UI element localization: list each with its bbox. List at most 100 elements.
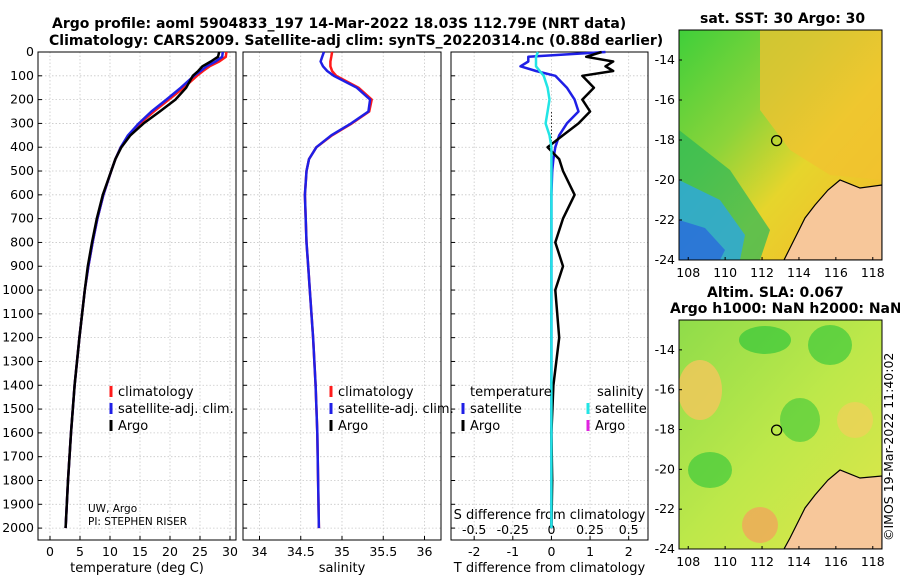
plot-frame xyxy=(450,51,649,541)
series-line-temperature-argo xyxy=(546,50,615,529)
sla-blob xyxy=(739,326,791,354)
top-tick-label: 0.5 xyxy=(619,522,639,537)
map-y-tick-label: -20 xyxy=(655,461,675,476)
x-tick-label: -2 xyxy=(468,544,480,559)
x-tick-label: 25 xyxy=(192,544,208,559)
y-tick-label: 1300 xyxy=(2,353,34,368)
sla-map-title: Altim. SLA: 0.067 xyxy=(707,285,844,301)
sst-map-title: sat. SST: 30 Argo: 30 xyxy=(700,11,865,27)
legend-label-argo: Argo xyxy=(118,419,148,434)
top-tick-label: -0.5 xyxy=(462,522,486,537)
salinity-legend: climatology satellite-adj. clim. Argo xyxy=(329,385,454,434)
map-x-tick-label: 114 xyxy=(787,554,811,569)
credit-line-1: UW, Argo xyxy=(88,503,137,515)
x-tick-label: 15 xyxy=(132,544,148,559)
series-line-salinity-satellite xyxy=(534,51,553,529)
sla-blob xyxy=(679,360,722,420)
map-x-tick-label: 112 xyxy=(750,554,774,569)
top-axis-label: S difference from climatology xyxy=(454,508,646,523)
y-tick-label: 300 xyxy=(10,115,34,130)
x-tick-label: 35.5 xyxy=(369,544,397,559)
legend-label-s-argo: Argo xyxy=(595,419,625,434)
y-tick-label: 2000 xyxy=(2,520,34,535)
map-x-tick-label: 118 xyxy=(861,265,885,280)
sla-blob xyxy=(808,325,852,365)
sla-blob xyxy=(688,452,732,488)
legend-label-t-argo: Argo xyxy=(470,419,500,434)
map-y-tick-label: -24 xyxy=(655,541,675,556)
map-y-tick-label: -20 xyxy=(655,172,675,187)
x-tick-label: 5 xyxy=(76,544,84,559)
sla-map-frame xyxy=(678,319,883,550)
map-x-tick-label: 108 xyxy=(676,554,700,569)
x-tick-label: 0 xyxy=(46,544,54,559)
legend-title-temperature: temperature xyxy=(470,385,552,400)
x-tick-label: 34.5 xyxy=(287,544,315,559)
sst-land xyxy=(783,179,882,260)
series-line-argo xyxy=(64,51,221,529)
x-tick-label: 35 xyxy=(334,544,350,559)
sst-argo-marker xyxy=(770,134,783,147)
y-tick-label: 500 xyxy=(10,163,34,178)
y-tick-label: 200 xyxy=(10,92,34,107)
y-tick-label: 1100 xyxy=(2,306,34,321)
legend-label-t-satellite: satellite xyxy=(470,402,522,417)
credit-line-2: PI: STEPHEN RISER xyxy=(88,516,187,528)
salinity-panel: 34 34.5 35 35.5 36 salinity xyxy=(242,51,442,576)
difference-panel: -2 -1 0 1 2 T difference from climatology S di… xyxy=(450,50,649,576)
y-tick-label: 400 xyxy=(10,139,34,154)
temperature-legend: climatology satellite-adj. clim. Argo xyxy=(109,385,234,434)
x-tick-label: 20 xyxy=(162,544,178,559)
sla-land xyxy=(783,469,882,549)
legend-label-s-satellite: satellite xyxy=(595,402,647,417)
sst-coldest-region xyxy=(679,220,725,260)
y-tick-label: 1000 xyxy=(2,282,34,297)
map-x-tick-label: 114 xyxy=(787,265,811,280)
series-line-climatology xyxy=(64,51,228,529)
x-tick-label: -1 xyxy=(507,544,519,559)
sla-blob xyxy=(780,398,820,442)
plot-frame xyxy=(37,51,237,541)
y-tick-label: 100 xyxy=(10,68,34,83)
y-tick-label: 1800 xyxy=(2,472,34,487)
legend-label-satellite: satellite-adj. clim. xyxy=(118,402,234,417)
x-tick-label: 0 xyxy=(547,544,555,559)
sla-blob xyxy=(837,402,873,438)
y-tick-label: 600 xyxy=(10,187,34,202)
map-y-tick-label: -18 xyxy=(655,132,675,147)
series-line-satellite-adj--clim- xyxy=(303,51,372,529)
legend-label-climatology: climatology xyxy=(338,385,414,400)
map-y-tick-label: -16 xyxy=(655,92,675,107)
sst-map-frame xyxy=(678,29,883,261)
x-axis-label: temperature (deg C) xyxy=(70,561,204,576)
y-tick-label: 700 xyxy=(10,211,34,226)
map-y-tick-label: -22 xyxy=(655,501,675,516)
plot-frame xyxy=(242,51,442,541)
difference-legend: temperature salinity satellite Argo sate… xyxy=(461,385,647,434)
y-tick-label: 1600 xyxy=(2,425,34,440)
y-tick-label: 1900 xyxy=(2,496,34,511)
top-tick-label: 0 xyxy=(547,522,555,537)
temperature-panel: 0 5 10 15 20 25 300100200300400500600700800900… xyxy=(2,44,238,576)
sla-map: Altim. SLA: 0.067 Argo h1000: NaN h2000:… xyxy=(655,285,900,569)
x-tick-label: 10 xyxy=(102,544,118,559)
map-x-tick-label: 116 xyxy=(824,554,848,569)
map-x-tick-label: 118 xyxy=(861,554,885,569)
legend-title-salinity: salinity xyxy=(597,385,644,400)
top-tick-label: -0.25 xyxy=(497,522,529,537)
x-tick-label: 30 xyxy=(222,544,238,559)
watermark: ©IMOS 19-Mar-2022 11:40:02 xyxy=(881,353,896,541)
x-tick-label: 34 xyxy=(252,544,268,559)
map-x-tick-label: 110 xyxy=(713,554,737,569)
map-x-tick-label: 108 xyxy=(676,265,700,280)
legend-label-satellite: satellite-adj. clim. xyxy=(338,402,454,417)
map-y-tick-label: -18 xyxy=(655,422,675,437)
x-tick-label: 2 xyxy=(625,544,633,559)
sla-blob xyxy=(742,507,778,543)
sla-map-subtitle: Argo h1000: NaN h2000: NaN xyxy=(670,301,900,317)
y-tick-label: 900 xyxy=(10,258,34,273)
map-y-tick-label: -14 xyxy=(655,342,675,357)
y-tick-label: 1700 xyxy=(2,449,34,464)
map-x-tick-label: 116 xyxy=(824,265,848,280)
